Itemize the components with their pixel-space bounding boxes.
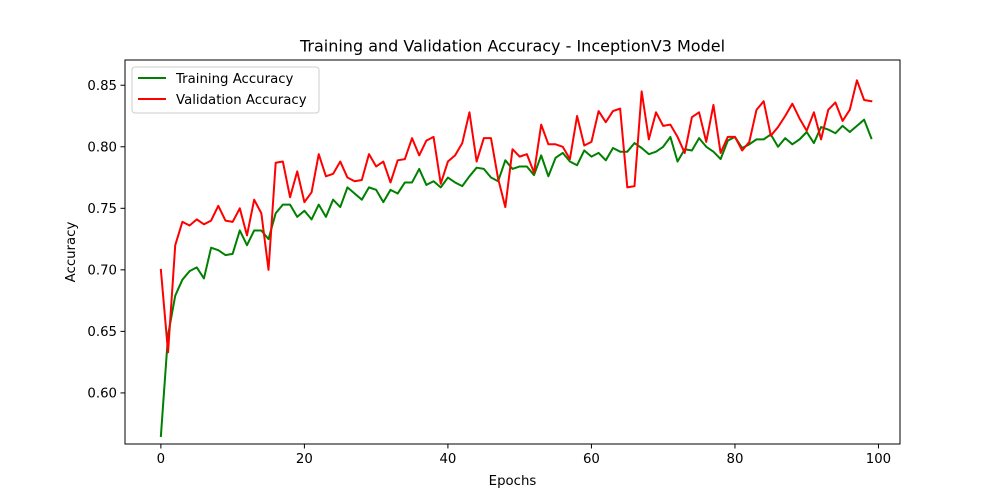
chart-title: Training and Validation Accuracy - Incep… [299,37,725,56]
legend-frame [131,66,320,114]
y-tick-label: 0.70 [87,264,117,279]
x-tick-label: 0 [157,452,165,467]
plot-area [124,59,901,445]
x-tick-label: 40 [439,452,456,467]
series-layer [159,79,873,438]
y-tick-label: 0.75 [87,202,117,217]
validation-accuracy-line [159,79,873,354]
x-tick-label: 60 [583,452,600,467]
x-tick-label: 20 [296,452,313,467]
x-axis-ticks: 0 20 40 60 80 100 [157,444,891,467]
y-tick-label: 0.85 [87,79,117,94]
legend-label-training: Training Accuracy [175,72,294,87]
x-tick-label: 80 [726,452,743,467]
legend-label-validation: Validation Accuracy [176,93,307,108]
x-tick-label: 100 [866,452,891,467]
x-axis-label: Epochs [489,474,537,489]
axes-frame [124,59,901,445]
y-tick-label: 0.60 [87,387,117,402]
y-tick-label: 0.80 [87,141,117,156]
y-axis-ticks: 0.60 0.65 0.70 0.75 0.80 0.85 [87,79,125,402]
training-accuracy-line [159,118,873,438]
y-axis-label: Accuracy [64,222,79,283]
y-tick-label: 0.65 [87,325,117,340]
legend: Training Accuracy Validation Accuracy [131,66,320,114]
